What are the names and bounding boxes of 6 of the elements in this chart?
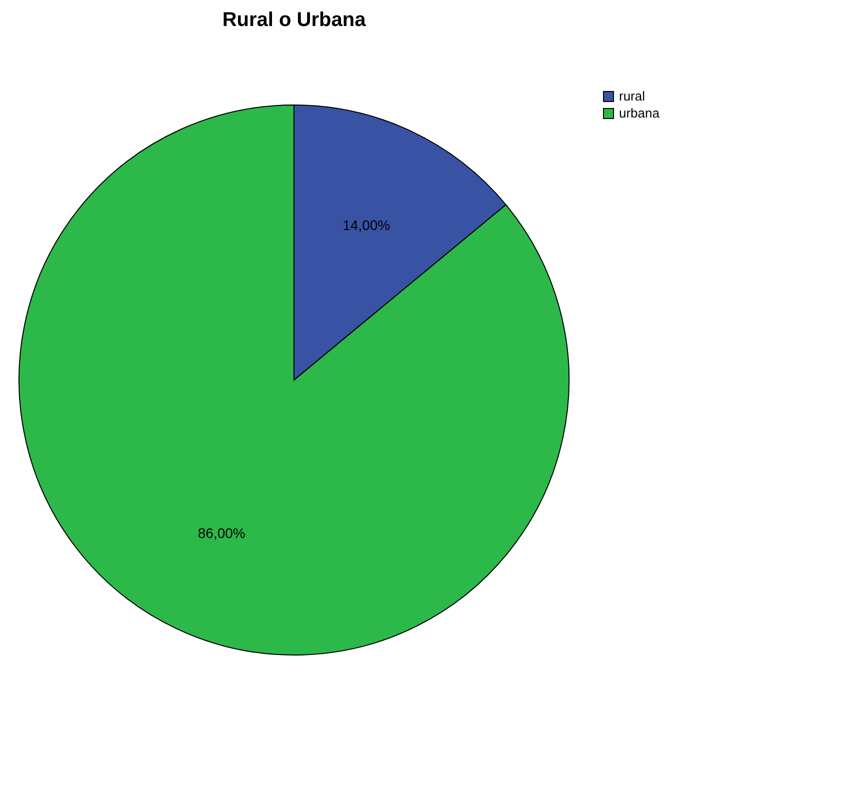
data-label: 14,00% <box>342 217 390 234</box>
pie-slice <box>18 104 570 656</box>
chart-title: Rural o Urbana <box>222 9 367 31</box>
data-label: 86,00% <box>198 524 246 541</box>
legend-label: urbana <box>619 106 660 120</box>
legend-label: rural <box>619 88 646 104</box>
